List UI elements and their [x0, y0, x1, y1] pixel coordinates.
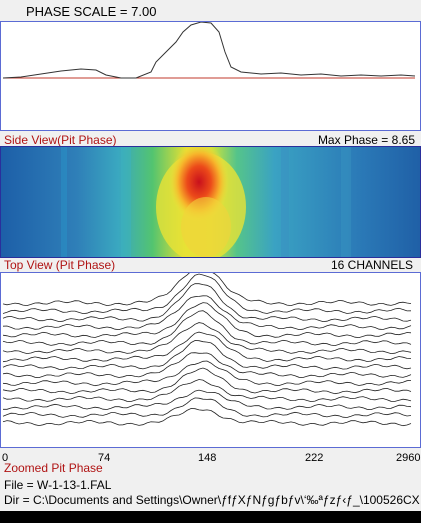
max-phase-label: Max Phase = 8.65: [317, 133, 415, 147]
file-line: File = W-1-13-1.FAL: [4, 478, 112, 492]
side-phase-trace: [2, 22, 416, 79]
zoomed-traces: [2, 273, 412, 427]
channels-label: 16 CHANNELS: [330, 258, 413, 272]
zoomed-phase-plot[interactable]: [0, 272, 421, 448]
channel-trace: [2, 310, 412, 347]
axis-tick-148: 148: [198, 452, 217, 464]
dir-line: Dir = C:\Documents and Settings\Owner\ƒf…: [4, 493, 420, 507]
channel-trace: [2, 367, 412, 395]
side-view-plot[interactable]: [0, 21, 421, 131]
channel-trace: [2, 295, 412, 331]
channel-trace: [2, 397, 412, 418]
channel-trace: [2, 331, 412, 363]
side-view-label: Side View(Pit Phase): [4, 133, 117, 147]
top-view-label: Top View (Pit Phase): [4, 258, 116, 272]
side-view-graph: [2, 22, 416, 79]
channel-trace: [2, 352, 412, 379]
channel-trace: [3, 389, 412, 411]
bottom-bar: [0, 511, 421, 523]
channel-trace: [2, 408, 412, 427]
axis-tick-74: 74: [98, 452, 111, 464]
phase-scale-text: PHASE SCALE = 7.00: [26, 4, 157, 19]
axis-tick-2960: 2960: [396, 452, 421, 464]
axis-tick-222: 222: [305, 452, 324, 464]
heatmap-graphic: [1, 147, 420, 257]
channel-trace: [2, 273, 412, 307]
channel-trace: [2, 273, 412, 315]
channel-trace: [2, 322, 412, 355]
channel-trace: [2, 360, 412, 387]
channel-trace: [2, 302, 412, 339]
channel-trace: [2, 340, 412, 370]
channel-trace: [2, 283, 412, 323]
phase-scale-header: PHASE SCALE = 7.00: [0, 0, 421, 21]
channel-trace: [2, 379, 412, 403]
top-view-heatmap[interactable]: [0, 146, 421, 258]
axis-tick-0: 0: [2, 452, 9, 464]
zoomed-label: Zoomed Pit Phase: [4, 461, 103, 475]
